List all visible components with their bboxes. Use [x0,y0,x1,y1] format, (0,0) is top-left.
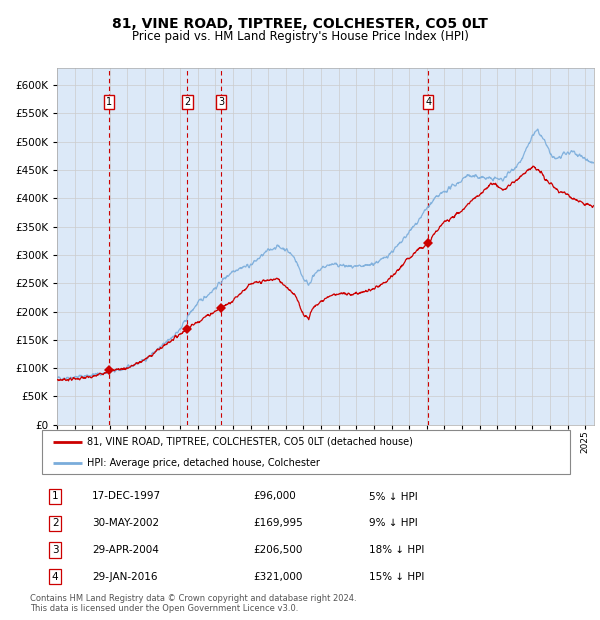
Text: 2: 2 [52,518,59,528]
Text: 5% ↓ HPI: 5% ↓ HPI [370,492,418,502]
Text: 29-APR-2004: 29-APR-2004 [92,545,159,555]
Text: £321,000: £321,000 [253,572,302,582]
Text: 1: 1 [52,492,59,502]
Text: 9% ↓ HPI: 9% ↓ HPI [370,518,418,528]
Text: 81, VINE ROAD, TIPTREE, COLCHESTER, CO5 0LT: 81, VINE ROAD, TIPTREE, COLCHESTER, CO5 … [112,17,488,32]
Text: 1: 1 [106,97,112,107]
FancyBboxPatch shape [42,430,570,474]
Text: HPI: Average price, detached house, Colchester: HPI: Average price, detached house, Colc… [87,458,320,468]
Text: 4: 4 [52,572,59,582]
Text: Contains HM Land Registry data © Crown copyright and database right 2024.
This d: Contains HM Land Registry data © Crown c… [30,594,356,613]
Text: £206,500: £206,500 [253,545,302,555]
Text: £169,995: £169,995 [253,518,303,528]
Text: 2: 2 [184,97,191,107]
Text: Price paid vs. HM Land Registry's House Price Index (HPI): Price paid vs. HM Land Registry's House … [131,30,469,43]
Text: £96,000: £96,000 [253,492,296,502]
Text: 29-JAN-2016: 29-JAN-2016 [92,572,158,582]
Text: 3: 3 [218,97,224,107]
Text: 81, VINE ROAD, TIPTREE, COLCHESTER, CO5 0LT (detached house): 81, VINE ROAD, TIPTREE, COLCHESTER, CO5 … [87,436,413,447]
Text: 3: 3 [52,545,59,555]
Text: 30-MAY-2002: 30-MAY-2002 [92,518,159,528]
Text: 4: 4 [425,97,431,107]
Text: 15% ↓ HPI: 15% ↓ HPI [370,572,425,582]
Text: 17-DEC-1997: 17-DEC-1997 [92,492,161,502]
Text: 18% ↓ HPI: 18% ↓ HPI [370,545,425,555]
